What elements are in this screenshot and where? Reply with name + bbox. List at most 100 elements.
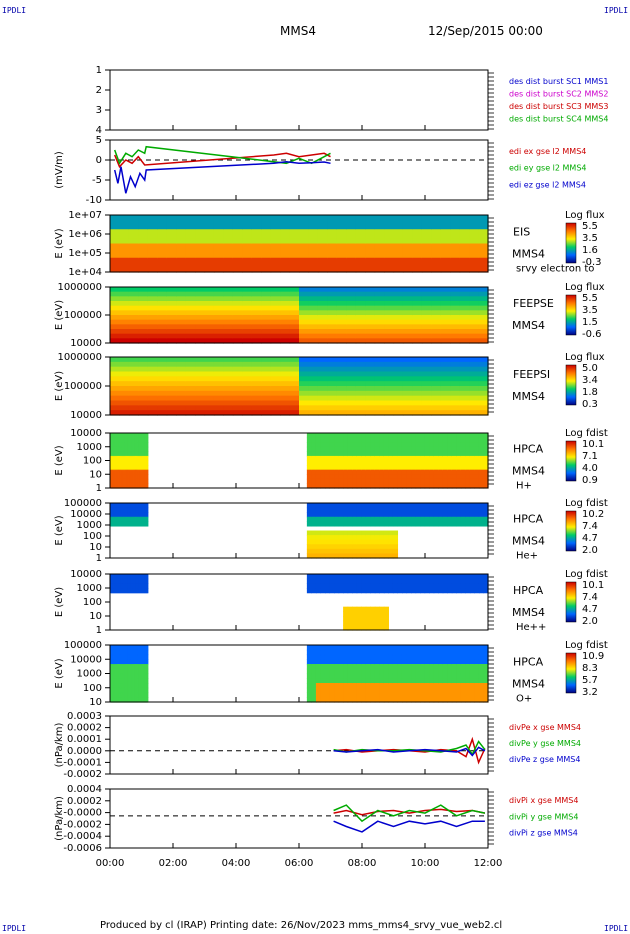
heatmap-cell bbox=[431, 319, 442, 325]
heatmap-cell bbox=[120, 654, 122, 660]
heatmap-cell bbox=[392, 451, 399, 457]
heatmap-cell bbox=[478, 315, 489, 321]
heatmap-cell bbox=[176, 361, 187, 368]
heatmap-cell bbox=[465, 664, 471, 670]
heatmap-cell bbox=[370, 574, 376, 580]
heatmap-cell bbox=[384, 376, 395, 382]
heatmap-cell bbox=[119, 257, 130, 264]
heatmap-cell bbox=[392, 553, 399, 559]
heatmap-cell bbox=[130, 516, 133, 522]
heatmap-cell bbox=[129, 465, 132, 471]
heatmap-cell bbox=[469, 319, 480, 325]
heatmap-cell bbox=[124, 578, 126, 584]
heatmap-cell bbox=[130, 465, 133, 471]
heatmap-cell bbox=[127, 521, 129, 527]
heatmap-cell bbox=[144, 469, 147, 475]
heatmap-cell bbox=[124, 483, 126, 489]
heatmap-cell bbox=[421, 219, 432, 226]
heatmap-cell bbox=[474, 692, 480, 698]
heatmap-cell bbox=[346, 395, 357, 402]
heatmap-cell bbox=[270, 215, 281, 221]
heatmap-cell bbox=[280, 229, 291, 235]
heatmap-cell bbox=[110, 516, 112, 522]
heatmap-cell bbox=[352, 583, 358, 589]
heatmap-cell bbox=[308, 400, 319, 406]
heatmap-cell bbox=[176, 296, 187, 302]
heatmap-cell bbox=[146, 516, 149, 522]
heatmap-cell bbox=[346, 215, 357, 221]
heatmap-cell bbox=[412, 224, 423, 230]
heatmap-cell bbox=[474, 442, 480, 448]
heatmap-cell bbox=[135, 503, 138, 509]
heatmap-cell bbox=[185, 287, 196, 293]
heatmap-cell bbox=[261, 257, 272, 264]
heatmap-cell bbox=[343, 588, 349, 594]
heatmap-cell bbox=[114, 512, 117, 518]
legend-entry: divPe z gse MMS4 bbox=[509, 755, 580, 764]
heatmap-cell bbox=[116, 483, 119, 489]
heatmap-cell bbox=[110, 521, 112, 527]
heatmap-cell bbox=[299, 291, 310, 297]
heatmap-cell bbox=[136, 578, 139, 584]
heatmap-cell bbox=[431, 238, 442, 245]
heatmap-cell bbox=[469, 483, 476, 489]
heatmap-cell bbox=[311, 544, 317, 550]
heatmap-cell bbox=[133, 465, 136, 471]
heatmap-cell bbox=[334, 442, 340, 448]
heatmap-cell bbox=[176, 238, 187, 245]
heatmap-cell bbox=[128, 474, 131, 480]
heatmap-cell bbox=[251, 219, 262, 226]
heatmap-cell bbox=[204, 257, 215, 264]
heatmap-cell bbox=[329, 539, 335, 545]
heatmap-cell bbox=[402, 296, 413, 302]
heatmap-cell bbox=[334, 478, 340, 485]
heatmap-cell bbox=[299, 253, 310, 259]
heatmap-cell bbox=[465, 659, 471, 665]
heatmap-cell bbox=[324, 668, 331, 675]
heatmap-cell bbox=[299, 371, 310, 377]
heatmap-cell bbox=[128, 446, 131, 452]
heatmap-cell bbox=[478, 390, 489, 397]
heatmap-cell bbox=[393, 386, 404, 392]
heatmap-cell bbox=[469, 649, 476, 656]
heatmap-cell bbox=[133, 588, 136, 594]
heatmap-cell bbox=[134, 668, 137, 675]
heatmap-cell bbox=[478, 329, 489, 335]
heatmap-cell bbox=[320, 692, 326, 698]
heatmap-cell bbox=[343, 521, 349, 527]
heatmap-cell bbox=[308, 366, 319, 373]
heatmap-cell bbox=[388, 474, 394, 480]
instrument-label: FEEPSI bbox=[513, 368, 550, 381]
heatmap-cell bbox=[141, 521, 143, 527]
heatmap-cell bbox=[299, 319, 310, 325]
heatmap-cell bbox=[117, 673, 120, 679]
heatmap-cell bbox=[110, 664, 112, 670]
heatmap-cell bbox=[166, 224, 177, 230]
heatmap-cell bbox=[392, 483, 399, 489]
heatmap-cell bbox=[223, 229, 234, 235]
heatmap-cell bbox=[338, 469, 344, 475]
heatmap-cell bbox=[114, 683, 117, 689]
heatmap-cell bbox=[251, 296, 262, 302]
heatmap-cell bbox=[126, 578, 128, 584]
heatmap-cell bbox=[289, 319, 300, 325]
heatmap-cell bbox=[421, 376, 432, 382]
heatmap-cell bbox=[133, 687, 136, 694]
heatmap-cell bbox=[127, 645, 130, 651]
heatmap-cell bbox=[429, 516, 435, 522]
heatmap-cell bbox=[406, 578, 412, 584]
heatmap-cell bbox=[143, 678, 145, 684]
heatmap-cell bbox=[361, 645, 367, 651]
heatmap-cell bbox=[420, 687, 426, 694]
heatmap-cell bbox=[204, 301, 215, 307]
heatmap-cell bbox=[128, 381, 139, 387]
heatmap-cell bbox=[124, 516, 126, 522]
colorbar-tick-label: 0.3 bbox=[582, 399, 598, 410]
heatmap-cell bbox=[383, 446, 389, 452]
heatmap-cell bbox=[438, 697, 444, 703]
colorbar-tick-label: 3.4 bbox=[582, 375, 598, 386]
heatmap-cell bbox=[384, 229, 395, 235]
heatmap-cell bbox=[119, 692, 121, 698]
heatmap-cell bbox=[315, 553, 322, 559]
heatmap-cell bbox=[251, 267, 262, 273]
